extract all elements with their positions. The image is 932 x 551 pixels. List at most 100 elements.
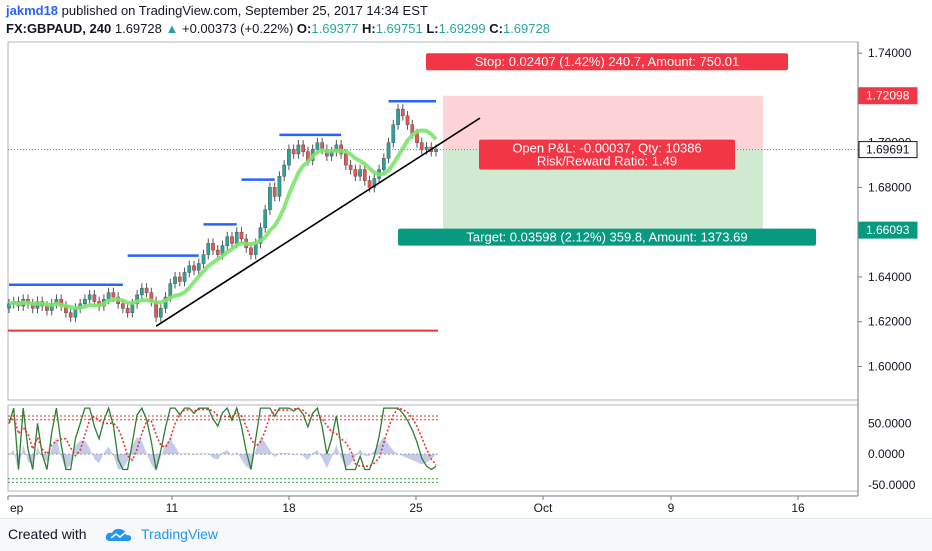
candle[interactable] [358,169,362,177]
candle[interactable] [139,287,144,296]
oscillator-d-line [8,407,437,468]
candle[interactable] [249,247,253,255]
candle[interactable] [386,142,391,159]
price-label-target: 1.66093 [866,223,910,237]
candle[interactable] [196,263,201,271]
price-label-stop: 1.72098 [866,89,910,103]
price-change: +0.00373 (+0.22%) [181,21,294,36]
candle[interactable] [68,312,73,318]
price-chart[interactable]: 1.740001.700001.680001.640001.620001.600… [0,0,932,518]
price-label-current-box [858,141,918,159]
candle[interactable] [83,299,87,305]
close-value: 1.69728 [502,21,550,36]
time-tick-label: 18 [282,501,296,515]
oscillator-tick-label: -50.0000 [868,478,916,492]
candle[interactable] [230,236,234,244]
candle[interactable] [348,164,353,170]
candle[interactable] [301,144,306,152]
price-tick-label: 1.74000 [868,46,912,60]
candle[interactable] [92,294,97,302]
candle[interactable] [287,149,291,166]
candle[interactable] [353,169,358,177]
candle[interactable] [405,115,410,126]
candle[interactable] [272,187,277,197]
time-tick-label: 16 [791,501,805,515]
candle[interactable] [45,305,49,311]
candle[interactable] [201,254,206,264]
candle[interactable] [158,308,163,318]
candle[interactable] [296,144,301,155]
candle[interactable] [111,292,116,298]
time-tick-label: 11 [166,501,179,515]
candle[interactable] [315,142,320,150]
footer-bar: Created with TradingView [0,518,932,551]
candle[interactable] [125,308,130,313]
low-label: L: [426,21,439,36]
candle[interactable] [177,276,182,282]
candle[interactable] [400,108,405,117]
candle[interactable] [367,180,372,188]
candle[interactable] [87,294,92,300]
created-with-text: Created with [8,526,87,542]
tradingview-brand[interactable]: TradingView [141,526,219,542]
author-name[interactable]: jakmd18 [6,3,59,18]
candle[interactable] [187,265,192,273]
last-price: 1.69728 [114,21,162,36]
price-label-stop-box [858,87,918,105]
time-tick-label: Oct [534,501,553,515]
high-value: 1.69751 [375,21,423,36]
candle[interactable] [206,243,211,255]
time-tick-label: 25 [409,501,423,515]
candle[interactable] [344,153,348,166]
candle[interactable] [391,124,396,143]
trend-line[interactable] [155,117,481,327]
candle[interactable] [130,303,135,313]
pnl-label: Risk/Reward Ratio: 1.49 [537,154,677,169]
candle[interactable] [168,283,173,298]
candle[interactable] [239,231,244,240]
high-label: H: [362,21,376,36]
publish-header: jakmd18 published on TradingView.com, Se… [6,3,428,18]
candle[interactable] [192,265,196,271]
symbol-name: FX:GBPAUD, 240 [6,21,112,36]
stop-label: Stop: 0.02407 (1.42%) 240.7, Amount: 750… [475,54,740,69]
oscillator-histogram [9,436,436,473]
candle[interactable] [211,243,215,251]
candle[interactable] [362,169,367,181]
candle[interactable] [381,158,386,170]
candle[interactable] [434,149,438,152]
candle[interactable] [291,149,296,155]
candle[interactable] [415,133,419,143]
price-tick-label: 1.64000 [868,270,912,284]
candle[interactable] [215,249,220,255]
candle[interactable] [173,276,177,284]
candle[interactable] [268,187,272,211]
candle[interactable] [225,236,230,246]
candle[interactable] [144,287,149,293]
oscillator-tick-label: 0.0000 [868,447,905,461]
stop-label-box [426,53,788,71]
candle[interactable] [121,303,125,309]
candle[interactable] [282,164,287,177]
candle[interactable] [277,176,282,197]
candle[interactable] [396,108,400,126]
open-value: 1.69377 [311,21,359,36]
open-label: O: [296,21,312,36]
price-tick-label: 1.62000 [868,315,912,329]
publish-info: published on TradingView.com, September … [61,3,428,18]
close-label: C: [489,21,503,36]
change-arrow-icon: ▲ [165,21,179,36]
candle[interactable] [182,272,187,282]
low-value: 1.69299 [438,21,486,36]
pnl-label: Open P&L: -0.00037, Qty: 10386 [512,141,701,156]
candle[interactable] [258,227,263,244]
candle[interactable] [263,209,268,228]
candle[interactable] [419,142,424,150]
candle[interactable] [424,146,429,150]
price-label-target-box [858,221,918,239]
moving-average-line [8,128,438,310]
price-tick-label: 1.68000 [868,180,912,194]
candle[interactable] [372,178,377,188]
candle[interactable] [234,231,239,244]
pnl-label-box [479,139,735,170]
